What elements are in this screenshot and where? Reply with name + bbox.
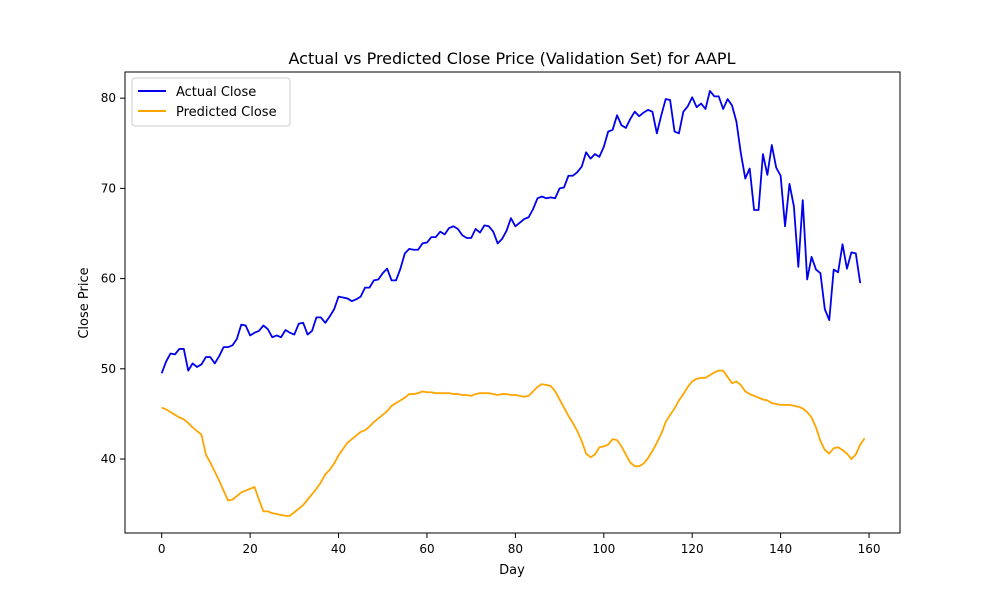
x-tick-label: 120 (681, 542, 704, 556)
x-tick-label: 40 (331, 542, 346, 556)
y-tick-label: 60 (101, 272, 116, 286)
legend-label-actual-close: Actual Close (176, 85, 256, 100)
y-axis-ticks: 40 50 60 70 80 (101, 91, 125, 466)
legend: Actual Close Predicted Close (131, 77, 291, 127)
y-axis-label: Close Price (77, 267, 92, 338)
chart-title: Actual vs Predicted Close Price (Validat… (288, 49, 735, 68)
x-tick-label: 100 (592, 542, 615, 556)
y-tick-label: 70 (101, 181, 116, 195)
plot-area (124, 71, 901, 534)
x-tick-label: 80 (508, 542, 523, 556)
series-layer (160, 90, 866, 517)
x-tick-label: 0 (158, 542, 166, 556)
y-tick-label: 80 (101, 91, 116, 105)
x-axis-label: Day (499, 563, 525, 578)
series-line-predicted-close (161, 369, 866, 517)
x-tick-label: 20 (242, 542, 257, 556)
x-axis-ticks: 0 20 40 60 80 100 120 140 160 (158, 533, 881, 556)
x-tick-label: 140 (769, 542, 792, 556)
y-tick-label: 50 (101, 362, 116, 376)
x-tick-label: 60 (419, 542, 434, 556)
series-line-actual-close (160, 90, 862, 374)
x-tick-label: 160 (858, 542, 881, 556)
legend-label-predicted-close: Predicted Close (176, 105, 277, 120)
y-tick-label: 40 (101, 452, 116, 466)
legend-box (131, 77, 291, 127)
